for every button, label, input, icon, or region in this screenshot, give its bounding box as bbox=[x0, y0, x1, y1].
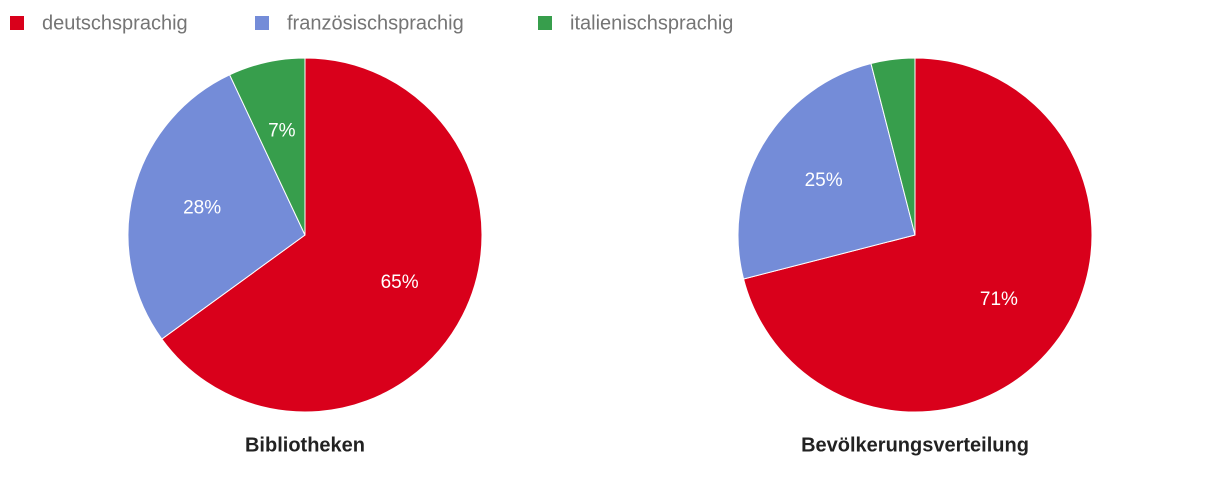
legend-label: französischsprachig bbox=[287, 12, 464, 34]
pie-slice bbox=[870, 57, 916, 236]
legend-swatch bbox=[255, 16, 269, 30]
pie-slice bbox=[127, 74, 306, 340]
chart-title: Bibliotheken bbox=[245, 434, 365, 456]
legend-swatch bbox=[538, 16, 552, 30]
legend-label: italienischsprachig bbox=[570, 12, 733, 34]
slice-label: 25% bbox=[805, 170, 843, 191]
slice-label: 28% bbox=[183, 198, 221, 219]
legend-label: deutschsprachig bbox=[42, 12, 188, 34]
slice-label: 71% bbox=[980, 289, 1018, 310]
slice-label: 65% bbox=[381, 272, 419, 293]
pie-slice bbox=[161, 57, 483, 413]
pie-slice bbox=[228, 57, 306, 236]
chart-title: Bevölkerungsverteilung bbox=[801, 434, 1029, 456]
legend-swatch bbox=[10, 16, 24, 30]
slice-label: 7% bbox=[268, 120, 296, 141]
pie-slice bbox=[742, 57, 1093, 413]
pie-slice bbox=[737, 62, 916, 280]
